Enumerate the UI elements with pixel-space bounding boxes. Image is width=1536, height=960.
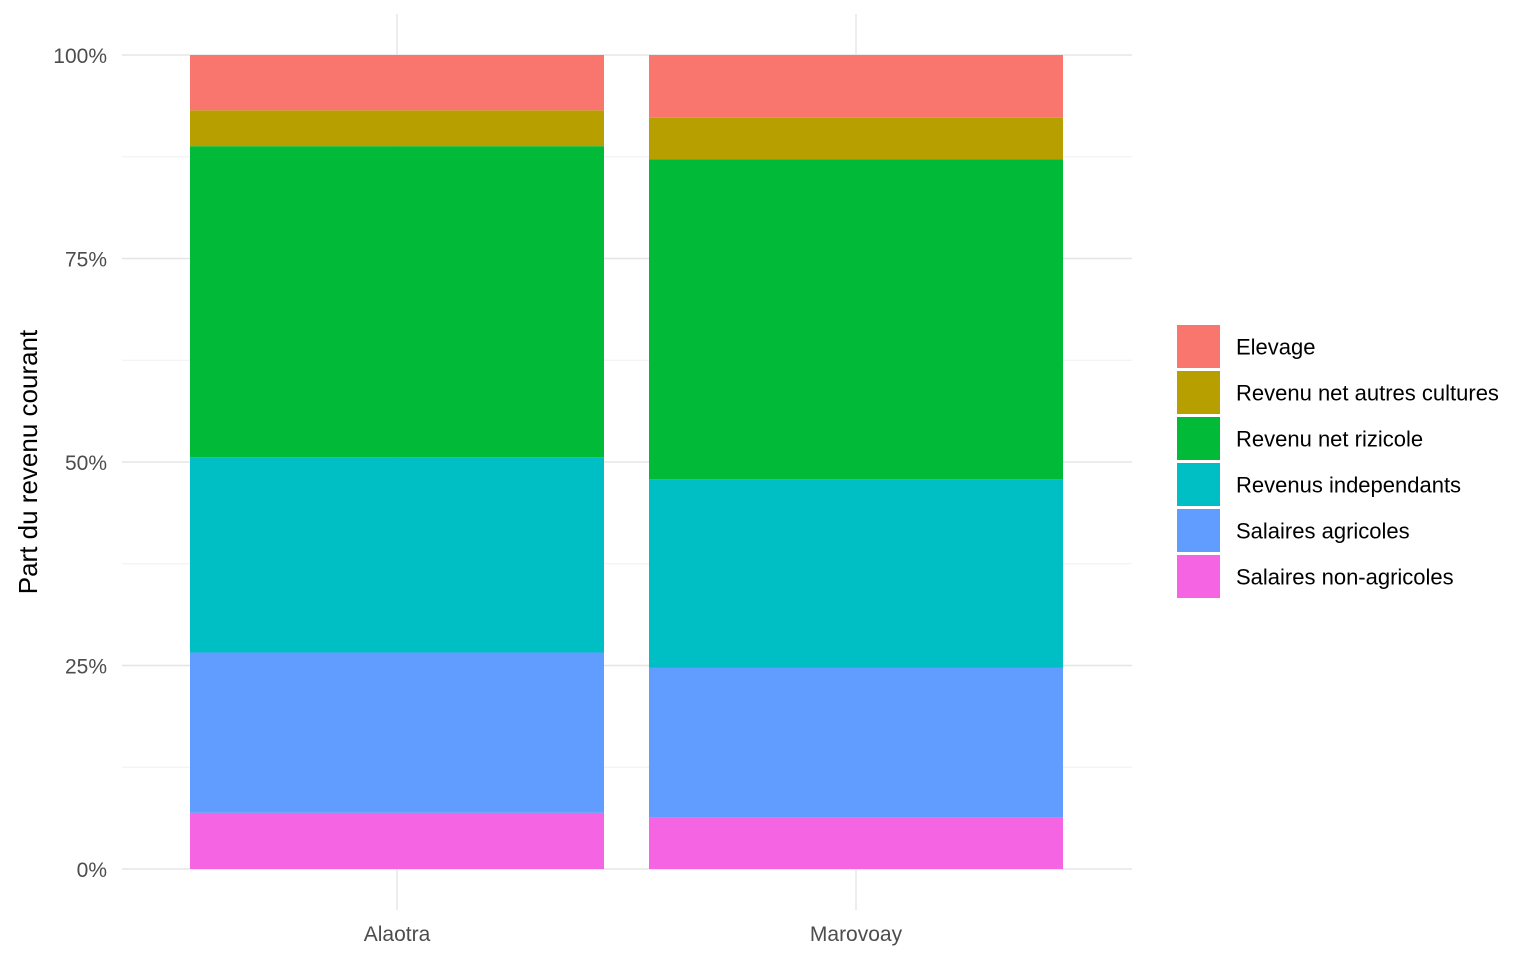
legend-key: [1177, 325, 1220, 368]
legend-label: Revenus independants: [1236, 473, 1461, 498]
legend-key: [1177, 463, 1220, 506]
bar-segment-alaotra-elevage: [190, 55, 604, 111]
legend-label: Salaires non-agricoles: [1236, 565, 1454, 590]
legend-label: Elevage: [1236, 335, 1316, 360]
bar-segment-marovoay-elevage: [649, 55, 1063, 118]
bar-segment-alaotra-salaires-non-agricoles: [190, 812, 604, 869]
bar-segment-marovoay-revenu-net-autres-cultures: [649, 117, 1063, 160]
y-axis-title: Part du revenu courant: [13, 329, 43, 594]
bar-segment-alaotra-revenu-net-autres-cultures: [190, 110, 604, 147]
bar-segment-marovoay-salaires-agricoles: [649, 667, 1063, 818]
legend-label: Revenu net autres cultures: [1236, 381, 1499, 406]
legend-key: [1177, 371, 1220, 414]
x-tick-label: Alaotra: [364, 923, 431, 946]
bar-segment-marovoay-salaires-non-agricoles: [649, 817, 1063, 869]
bar-segment-alaotra-salaires-agricoles: [190, 652, 604, 813]
legend: Elevage Revenu net autres cultures Revenu …: [1177, 325, 1499, 598]
x-axis: Alaotra Marovoay: [364, 923, 903, 946]
bars: [190, 55, 1063, 869]
y-tick-label: 0%: [77, 859, 107, 882]
x-tick-label: Marovoay: [810, 923, 903, 946]
legend-label: Revenu net rizicole: [1236, 427, 1423, 452]
bar-segment-alaotra-revenu-net-rizicole: [190, 146, 604, 458]
legend-label: Salaires agricoles: [1236, 519, 1410, 544]
bar-segment-marovoay-revenus-independants: [649, 479, 1063, 668]
legend-key: [1177, 417, 1220, 460]
bar-segment-marovoay-revenu-net-rizicole: [649, 159, 1063, 480]
y-tick-label: 25%: [65, 656, 107, 679]
y-axis: 0% 25% 50% 75% 100%: [53, 45, 107, 882]
y-tick-label: 100%: [53, 45, 107, 68]
bar-segment-alaotra-revenus-independants: [190, 457, 604, 653]
y-tick-label: 50%: [65, 452, 107, 475]
legend-key: [1177, 509, 1220, 552]
legend-key: [1177, 555, 1220, 598]
y-tick-label: 75%: [65, 249, 107, 272]
